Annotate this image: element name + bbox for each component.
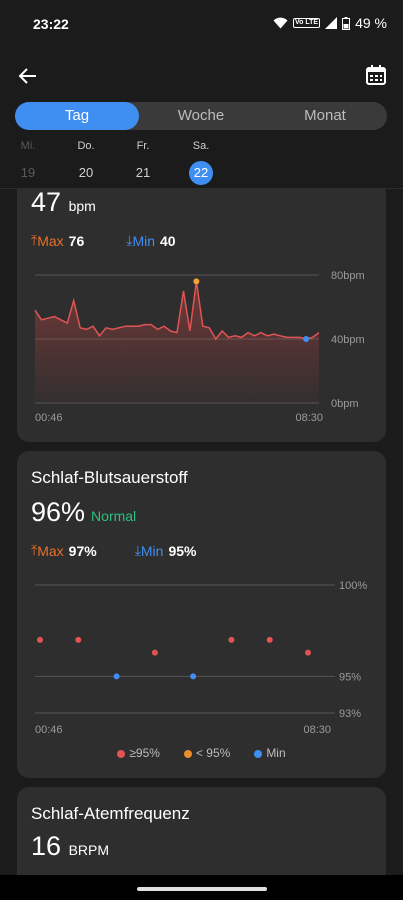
calendar-icon[interactable] xyxy=(365,64,387,86)
y-tick-label: 0bpm xyxy=(331,398,359,410)
heart-rate-unit: bpm xyxy=(68,198,96,214)
min-value: 40 xyxy=(160,232,176,249)
day-date: 20 xyxy=(78,165,94,180)
day-item-selected[interactable]: Sa. 22 xyxy=(181,138,221,185)
legend-dot xyxy=(183,749,192,758)
max-point xyxy=(193,278,200,285)
legend-item: Min xyxy=(254,746,286,760)
arrow-down-icon: ⤓ xyxy=(126,232,133,248)
day-date: 22 xyxy=(189,161,213,185)
day-name: Sa. xyxy=(192,140,210,152)
max-label: Max xyxy=(37,232,64,249)
max-value: 76 xyxy=(68,232,85,249)
spo2-chart: 100% 95% 93% 00:46 08:30 xyxy=(35,580,367,736)
legend-label: Min xyxy=(266,746,286,760)
legend-item: < 95% xyxy=(183,746,231,760)
y-tick-label: 95% xyxy=(339,671,361,683)
min-point xyxy=(303,336,310,342)
series-line xyxy=(34,281,320,341)
day-item[interactable]: Mi. 19 xyxy=(8,138,48,185)
resp-unit: BRPM xyxy=(68,842,110,858)
top-bar xyxy=(0,58,403,92)
day-name: Do. xyxy=(77,140,95,152)
min-label: Min xyxy=(132,232,155,249)
legend-label: < 95% xyxy=(195,746,231,760)
x-tick-label: 00:46 xyxy=(35,724,63,736)
heart-minmax: ⤒ Max 76 ⤓ Min 40 xyxy=(31,232,176,249)
min-point xyxy=(190,673,197,680)
min-label: Min xyxy=(140,542,164,559)
day-name: Mi. xyxy=(20,140,36,152)
spo2-status: Normal xyxy=(91,508,137,524)
spo2-value: 96% xyxy=(31,497,86,527)
min-point xyxy=(113,673,120,680)
volte-icon: Vo LTE xyxy=(293,18,321,28)
max-label: Max xyxy=(37,542,64,559)
respiration-card: Schlaf-Atemfrequenz 16 BRPM xyxy=(17,787,386,875)
battery-percent: 49 % xyxy=(355,15,387,31)
tab-month[interactable]: Monat xyxy=(304,107,346,124)
resp-title: Schlaf-Atemfrequenz xyxy=(31,804,190,823)
nav-bar xyxy=(0,875,403,900)
tab-day[interactable]: Tag xyxy=(15,102,139,130)
arrow-down-icon: ⤓ xyxy=(134,542,141,558)
tab-week[interactable]: Woche xyxy=(177,107,225,124)
spo2-legend: ≥95% < 95% Min xyxy=(17,746,386,760)
series-area xyxy=(35,281,319,403)
legend-dot xyxy=(254,749,263,758)
status-icons: Vo LTE 49 % xyxy=(273,15,387,31)
data-point xyxy=(37,636,43,643)
wifi-icon xyxy=(273,17,288,29)
spo2-card: Schlaf-Blutsauerstoff 96% Normal ⤒ Max 97… xyxy=(17,451,386,778)
heart-rate-value: 47 bpm xyxy=(31,189,96,218)
status-bar: 23:22 Vo LTE 49 % xyxy=(0,0,403,46)
y-tick-label: 40bpm xyxy=(331,334,365,346)
arrow-up-icon: ⤒ xyxy=(31,542,38,558)
day-item[interactable]: Do. 20 xyxy=(66,138,106,185)
x-tick-label: 08:30 xyxy=(295,412,323,424)
spo2-minmax: ⤒ Max 97% ⤓ Min 95% xyxy=(31,542,196,559)
y-tick-label: 93% xyxy=(339,708,361,720)
spo2-value-row: 96% Normal xyxy=(31,497,136,528)
y-tick-label: 80bpm xyxy=(331,270,365,282)
status-time: 23:22 xyxy=(33,16,69,32)
day-selector: Mi. 19 Do. 20 Fr. 21 Sa. 22 xyxy=(0,138,403,186)
legend-item: ≥95% xyxy=(117,746,160,760)
content-scroll[interactable]: 47 bpm ⤒ Max 76 ⤓ Min 40 80bpm 40bpm 0bpm 0… xyxy=(0,189,403,875)
x-tick-label: 08:30 xyxy=(303,724,331,736)
spo2-title: Schlaf-Blutsauerstoff xyxy=(31,468,188,487)
day-date: 19 xyxy=(20,165,36,180)
day-date: 21 xyxy=(135,165,151,180)
home-indicator[interactable] xyxy=(137,887,267,891)
max-value: 97% xyxy=(68,542,97,559)
day-item[interactable]: Fr. 21 xyxy=(123,138,163,185)
arrow-up-icon: ⤒ xyxy=(31,232,38,248)
day-name: Fr. xyxy=(136,140,150,152)
heart-rate-number: 47 xyxy=(31,189,62,217)
min-value: 95% xyxy=(168,542,197,559)
divider xyxy=(0,188,403,189)
heart-rate-chart: 80bpm 40bpm 0bpm 00:46 08:30 xyxy=(34,270,365,424)
data-point xyxy=(266,636,273,643)
x-tick-label: 00:46 xyxy=(35,412,63,424)
legend-dot xyxy=(117,749,126,758)
data-point xyxy=(75,636,82,643)
data-point xyxy=(228,636,235,643)
battery-icon xyxy=(342,16,351,30)
legend-label: ≥95% xyxy=(129,746,160,760)
heart-rate-card: 47 bpm ⤒ Max 76 ⤓ Min 40 80bpm 40bpm 0bpm 0… xyxy=(17,189,386,442)
data-point xyxy=(305,649,311,656)
resp-value-row: 16 BRPM xyxy=(31,831,109,862)
y-tick-label: 100% xyxy=(339,580,367,592)
data-point xyxy=(151,649,158,656)
period-tabs: Tag Woche Monat xyxy=(15,102,387,130)
resp-value: 16 xyxy=(31,831,62,861)
signal-icon xyxy=(325,17,338,29)
back-arrow-icon[interactable] xyxy=(16,64,40,88)
